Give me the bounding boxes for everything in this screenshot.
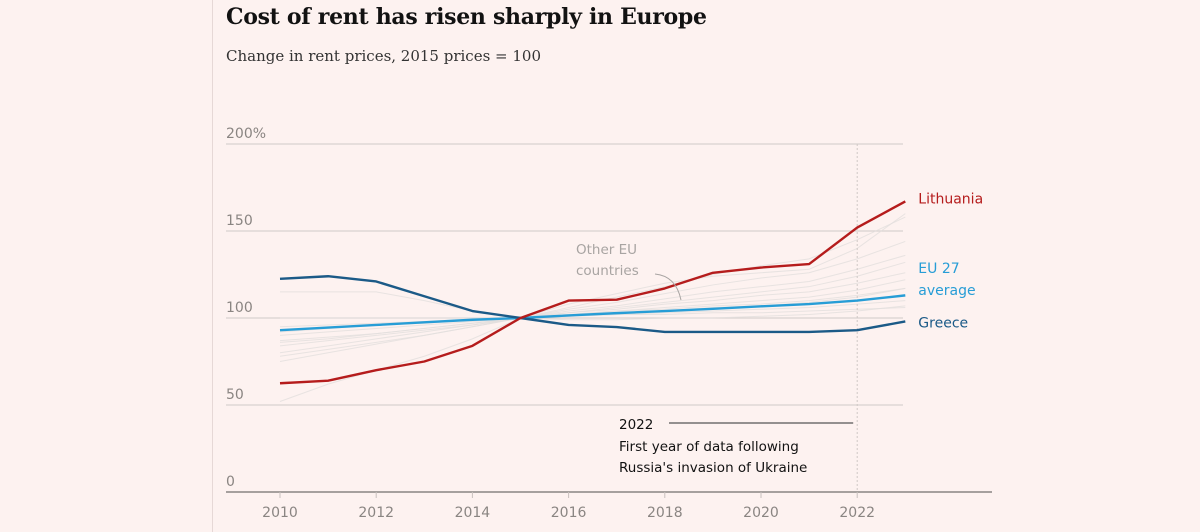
x-tick-label-2020: 2020 <box>743 505 779 521</box>
annotation-text: First year of data following <box>619 439 799 455</box>
x-tick-label-2018: 2018 <box>647 505 683 521</box>
label-lithuania: Lithuania <box>918 191 983 207</box>
chart-title: Cost of rent has risen sharply in Europe <box>226 4 707 30</box>
label-greece: Greece <box>918 315 968 331</box>
other-country-line <box>279 287 906 343</box>
x-tick-label-2014: 2014 <box>455 505 491 521</box>
series-line-greece <box>279 275 906 334</box>
y-tick-label-100: 100 <box>226 300 253 316</box>
other-country-line <box>280 291 906 321</box>
label-eu27-average: EU 27 <box>918 261 959 277</box>
left-border <box>212 0 213 532</box>
series-line-eu-27-average <box>279 294 906 332</box>
x-tick-label-2012: 2012 <box>358 505 394 521</box>
x-axis: 2010 2012 2014 2016 2018 2020 2022 <box>226 491 992 521</box>
main-series <box>279 200 906 385</box>
y-axis: 0 50 100 150 200% <box>226 126 266 490</box>
gridlines <box>226 143 903 406</box>
label-other-eu-countries: countries <box>576 263 639 279</box>
series-labels: Lithuania EU 27 average Greece <box>918 191 983 331</box>
x-tick-label-2022: 2022 <box>839 505 875 521</box>
x-tick-label-2016: 2016 <box>551 505 587 521</box>
chart-subtitle: Change in rent prices, 2015 prices = 100 <box>226 47 542 65</box>
y-tick-label-50: 50 <box>226 387 244 403</box>
y-tick-label-0: 0 <box>226 474 235 490</box>
y-tick-label-200: 200% <box>226 126 266 142</box>
x-tick-label-2010: 2010 <box>262 505 298 521</box>
series-line-lithuania <box>279 200 906 385</box>
other-country-line <box>279 254 906 354</box>
y-tick-label-150: 150 <box>226 213 253 229</box>
label-other-eu-countries: Other EU <box>576 242 637 258</box>
other-country-line <box>279 272 906 342</box>
annotation-text: Russia's invasion of Ukraine <box>619 460 807 476</box>
other-eu-pointer <box>654 273 682 301</box>
other-country-line <box>279 240 906 357</box>
annotations: Other EU countries 2022 First year of data … <box>576 242 854 476</box>
label-eu27-average: average <box>918 283 975 299</box>
annotation-year: 2022 <box>619 417 653 433</box>
other-country-line <box>279 261 906 347</box>
other-country-line <box>279 216 906 362</box>
